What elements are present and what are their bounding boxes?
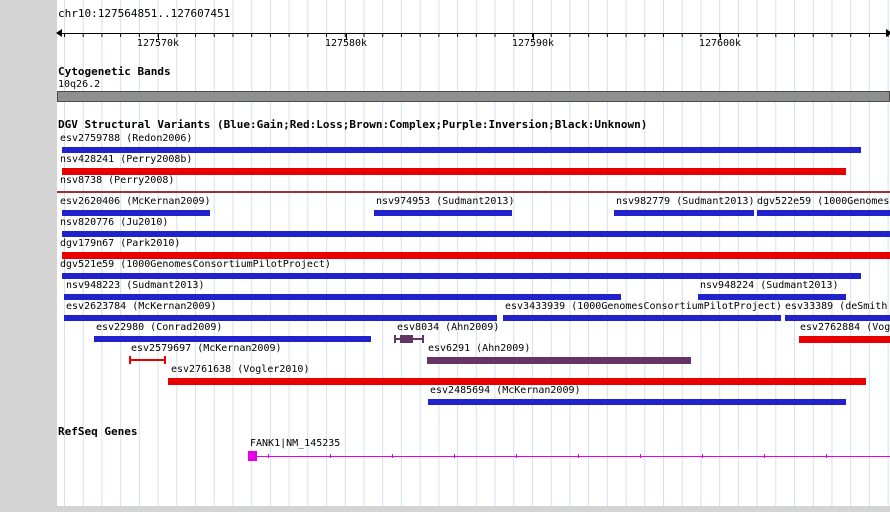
cytogenetic-bands-title: Cytogenetic Bands — [58, 65, 171, 78]
ruler-major-tick — [533, 33, 534, 40]
variant-whisker-cap[interactable] — [164, 356, 166, 364]
gene-strand-tick — [702, 454, 703, 458]
variant-label[interactable]: nsv982779 (Sudmant2013) — [616, 196, 755, 207]
variant-label[interactable]: nsv974953 (Sudmant2013) — [376, 196, 515, 207]
variant-bar[interactable] — [168, 378, 866, 385]
variant-bar[interactable] — [698, 294, 846, 300]
variant-bar[interactable] — [94, 336, 371, 342]
variant-label[interactable]: nsv948223 (Sudmant2013) — [66, 280, 205, 291]
variant-bar[interactable] — [799, 336, 890, 343]
variant-whisker-cap[interactable] — [422, 335, 424, 343]
variant-label[interactable]: nsv948224 (Sudmant2013) — [700, 280, 839, 291]
ruler-minor-ticks — [57, 33, 890, 37]
variant-bar[interactable] — [757, 210, 890, 216]
gene-strand-tick — [454, 454, 455, 458]
gene-strand-tick — [640, 454, 641, 458]
variant-label[interactable]: nsv428241 (Perry2008b) — [60, 154, 193, 165]
variant-label[interactable]: esv2623784 (McKernan2009) — [66, 301, 217, 312]
ruler-right-arrow-icon — [886, 29, 890, 37]
variant-label[interactable]: dgv521e59 (1000GenomesConsortiumPilotPro… — [60, 259, 331, 270]
variant-label[interactable]: nsv8738 (Perry2008) — [60, 175, 175, 186]
ruler-tick-label: 127590k — [511, 38, 555, 49]
variant-whisker-line[interactable] — [129, 359, 166, 361]
variant-label[interactable]: esv2579697 (McKernan2009) — [131, 343, 282, 354]
variant-bar[interactable] — [62, 273, 861, 279]
cytoband-bar — [57, 91, 890, 102]
variant-label[interactable]: esv2620406 (McKernan2009) — [60, 196, 211, 207]
variant-bar[interactable] — [374, 210, 512, 216]
gene-label[interactable]: FANK1|NM_145235 — [250, 438, 341, 449]
variant-bar[interactable] — [62, 168, 846, 175]
variant-label[interactable]: nsv820776 (Ju2010) — [60, 217, 169, 228]
variant-bar[interactable] — [62, 147, 861, 153]
variant-bar[interactable] — [614, 210, 754, 216]
ruler-tick-label: 127570k — [136, 38, 180, 49]
variant-bar[interactable] — [64, 315, 497, 321]
gene-strand-tick — [826, 454, 827, 458]
gene-strand-tick — [268, 454, 269, 458]
variant-bar[interactable] — [427, 357, 691, 364]
variant-label[interactable]: esv2485694 (McKernan2009) — [430, 385, 581, 396]
ruler-tick-label: 127580k — [324, 38, 368, 49]
variant-bar[interactable] — [62, 252, 890, 259]
dgv-track-title: DGV Structural Variants (Blue:Gain;Red:L… — [58, 118, 648, 131]
gene-intron-line[interactable] — [257, 456, 890, 457]
variant-label[interactable]: esv2761638 (Vogler2010) — [171, 364, 310, 375]
gene-strand-tick — [516, 454, 517, 458]
refseq-track-title: RefSeq Genes — [58, 425, 138, 438]
ruler-major-tick — [346, 33, 347, 40]
variant-whisker-cap[interactable] — [394, 335, 396, 343]
variant-label[interactable]: esv33389 (deSmith — [785, 301, 888, 312]
gene-exon-box[interactable] — [248, 451, 257, 461]
gene-strand-tick — [392, 454, 393, 458]
variant-bar[interactable] — [62, 210, 210, 216]
variant-label[interactable]: esv3433939 (1000GenomesConsortiumPilotPr… — [505, 301, 782, 312]
variant-label[interactable]: dgv179n67 (Park2010) — [60, 238, 181, 249]
ruler-major-tick — [720, 33, 721, 40]
gene-strand-tick — [578, 454, 579, 458]
variant-whisker-cap[interactable] — [129, 356, 131, 364]
cytoband-label: 10q26.2 — [58, 79, 101, 90]
variant-label[interactable]: esv22980 (Conrad2009) — [96, 322, 223, 333]
variant-label[interactable]: esv2759788 (Redon2006) — [60, 133, 193, 144]
ruler-major-tick — [158, 33, 159, 40]
region-title: chr10:127564851..127607451 — [58, 7, 231, 20]
ruler-left-arrow-icon — [56, 29, 62, 37]
gene-strand-tick — [330, 454, 331, 458]
variant-label[interactable]: esv8034 (Ahn2009) — [397, 322, 500, 333]
ruler-tick-label: 127600k — [698, 38, 742, 49]
variant-label[interactable]: dgv522e59 (1000Genomes — [757, 196, 890, 207]
variant-line[interactable] — [57, 191, 890, 193]
variant-label[interactable]: esv2762884 (Vogle — [800, 322, 890, 333]
variant-bar[interactable] — [428, 399, 846, 405]
variant-whisker-box[interactable] — [400, 335, 413, 343]
variant-bar[interactable] — [62, 231, 890, 237]
variant-bar[interactable] — [503, 315, 781, 321]
variant-bar[interactable] — [785, 315, 890, 321]
variant-label[interactable]: esv6291 (Ahn2009) — [428, 343, 531, 354]
gene-strand-tick — [764, 454, 765, 458]
variant-bar[interactable] — [64, 294, 621, 300]
